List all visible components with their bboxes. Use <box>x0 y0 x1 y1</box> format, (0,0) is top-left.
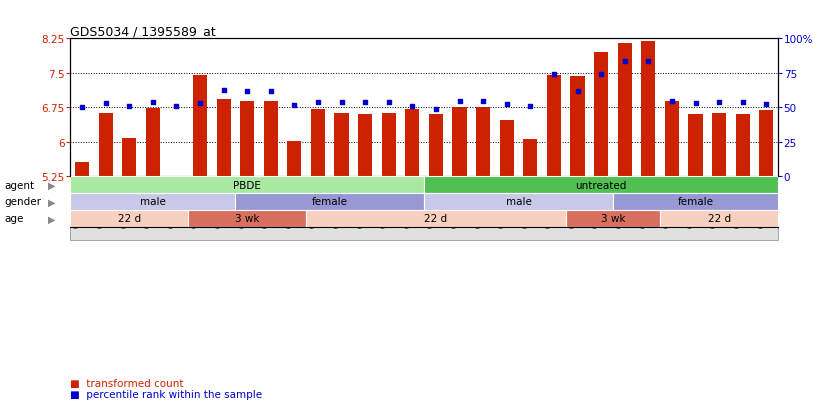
Point <box>595 71 608 78</box>
Bar <box>500 121 514 177</box>
Bar <box>145 109 160 177</box>
Bar <box>70 210 188 227</box>
Bar <box>759 111 773 177</box>
Point <box>689 100 702 107</box>
Point <box>524 103 537 110</box>
Bar <box>406 109 420 177</box>
Bar <box>665 102 679 177</box>
Point <box>406 104 419 110</box>
Text: ▶: ▶ <box>48 214 56 224</box>
Bar <box>594 53 608 177</box>
Point <box>217 88 230 94</box>
Bar <box>306 210 566 227</box>
Point <box>264 89 278 95</box>
Bar <box>193 76 207 177</box>
Bar <box>188 210 306 227</box>
Bar <box>382 114 396 177</box>
Point <box>358 99 372 106</box>
Point <box>335 99 349 106</box>
Point <box>548 71 561 78</box>
Bar <box>523 140 538 177</box>
Point <box>430 106 443 113</box>
Point <box>75 104 88 111</box>
Bar <box>613 194 778 210</box>
Bar <box>660 210 778 227</box>
Bar <box>453 108 467 177</box>
Bar <box>335 114 349 177</box>
Bar <box>240 102 254 177</box>
Bar <box>287 141 301 177</box>
Bar <box>571 77 585 177</box>
Bar <box>216 100 230 177</box>
Text: female: female <box>311 197 348 207</box>
Text: PBDE: PBDE <box>233 180 261 190</box>
Text: 22 d: 22 d <box>708 214 731 224</box>
Bar <box>712 114 726 177</box>
Bar <box>98 114 112 177</box>
Point <box>642 59 655 65</box>
Point <box>99 100 112 107</box>
Bar <box>425 194 613 210</box>
Point <box>122 103 135 110</box>
Text: 22 d: 22 d <box>117 214 140 224</box>
Bar <box>736 115 750 177</box>
Bar <box>566 210 660 227</box>
Point <box>146 99 159 106</box>
Point <box>571 89 584 95</box>
Text: male: male <box>140 197 166 207</box>
Bar <box>235 194 425 210</box>
Text: ■  transformed count: ■ transformed count <box>70 378 183 388</box>
Text: gender: gender <box>4 197 41 207</box>
Point <box>500 102 513 108</box>
Point <box>618 59 631 65</box>
Point <box>240 89 254 95</box>
Point <box>477 99 490 105</box>
Text: male: male <box>506 197 531 207</box>
Bar <box>70 194 235 210</box>
Point <box>736 99 749 106</box>
Point <box>665 99 678 105</box>
Point <box>713 99 726 106</box>
Text: ▶: ▶ <box>48 180 56 190</box>
Text: female: female <box>677 197 714 207</box>
Point <box>193 100 206 107</box>
Text: agent: agent <box>4 180 34 190</box>
Bar <box>425 177 778 194</box>
Bar <box>429 115 443 177</box>
Text: 3 wk: 3 wk <box>601 214 625 224</box>
Point <box>170 103 183 110</box>
Text: 22 d: 22 d <box>425 214 448 224</box>
Text: age: age <box>4 214 23 224</box>
Bar <box>311 109 325 177</box>
Text: GDS5034 / 1395589_at: GDS5034 / 1395589_at <box>70 25 216 38</box>
Point <box>382 99 396 106</box>
Point <box>311 99 325 106</box>
Bar <box>476 108 490 177</box>
Bar <box>263 102 278 177</box>
Point <box>287 102 301 109</box>
Point <box>760 102 773 108</box>
Text: untreated: untreated <box>576 180 627 190</box>
Bar <box>70 177 425 194</box>
Bar <box>688 115 703 177</box>
Bar <box>618 44 632 177</box>
Bar <box>75 163 89 177</box>
Bar <box>122 139 136 177</box>
Bar <box>547 76 561 177</box>
Text: 3 wk: 3 wk <box>235 214 259 224</box>
Text: ▶: ▶ <box>48 197 56 207</box>
Text: ■  percentile rank within the sample: ■ percentile rank within the sample <box>70 389 263 399</box>
Bar <box>358 115 373 177</box>
Point <box>453 99 466 105</box>
Bar <box>641 42 655 177</box>
